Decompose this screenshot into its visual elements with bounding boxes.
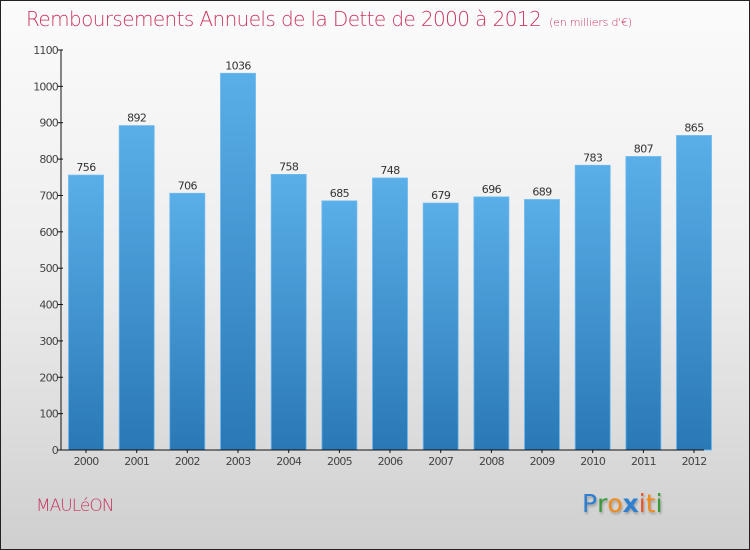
value-label-2002: 706 <box>178 179 198 192</box>
bar-2011 <box>625 156 662 451</box>
x-tick-label-2012: 2012 <box>682 455 707 468</box>
logo-letter-6: i <box>655 489 663 518</box>
bar-2002 <box>169 192 206 451</box>
y-tick-label-400: 400 <box>39 299 58 312</box>
value-label-2009: 689 <box>532 186 552 199</box>
x-tick-label-2009: 2009 <box>530 455 556 468</box>
axes-group: 2000 2001 2002 2003 2004 2005 2006 2007 2008 2009… <box>33 44 707 468</box>
chart-subtitle: (en milliers d'€) <box>549 16 632 29</box>
chart-title-text: Remboursements Annuels de la Dette de 20… <box>26 7 542 31</box>
bar-2009 <box>524 199 560 451</box>
logo-letter-3: x <box>622 489 639 518</box>
bar-2006 <box>372 177 408 451</box>
value-label-2000: 756 <box>76 161 96 174</box>
bar-2008 <box>473 196 510 451</box>
y-tick-label-100: 100 <box>39 408 58 421</box>
x-tick-label-2006: 2006 <box>378 455 404 468</box>
y-tick-label-300: 300 <box>39 335 58 348</box>
chart-title: Remboursements Annuels de la Dette de 20… <box>26 7 632 31</box>
x-tick-label-2002: 2002 <box>175 455 200 468</box>
value-label-2011: 807 <box>634 143 654 156</box>
value-label-2008: 696 <box>482 183 502 196</box>
x-tick-label-2000: 2000 <box>74 455 100 468</box>
x-tick-label-2008: 2008 <box>479 455 505 468</box>
value-label-2003: 1036 <box>225 59 251 72</box>
x-tick-label-2005: 2005 <box>327 455 353 468</box>
y-tick-label-800: 800 <box>39 153 58 166</box>
x-tick-label-2011: 2011 <box>631 455 656 468</box>
x-tick-label-2003: 2003 <box>226 455 252 468</box>
logo-letter-1: r <box>597 489 608 518</box>
bar-2010 <box>574 164 611 451</box>
value-label-2004: 758 <box>279 160 299 173</box>
bars-group: 756 892 706 1036 758 685 748 679 696 689 783 807 865 <box>68 59 712 451</box>
logo-letter-5: t <box>645 489 656 518</box>
value-label-2010: 783 <box>583 151 603 164</box>
bar-2012 <box>676 135 712 451</box>
y-tick-label-900: 900 <box>39 117 58 130</box>
x-tick-label-2010: 2010 <box>580 455 606 468</box>
logo-letter-4: i <box>638 489 646 518</box>
bar-2005 <box>321 200 358 451</box>
x-tick-label-2004: 2004 <box>276 455 302 468</box>
y-tick-label-1100: 1100 <box>33 44 59 57</box>
logo-letter-2: o <box>607 489 623 518</box>
value-label-2001: 892 <box>127 112 146 125</box>
value-label-2005: 685 <box>330 187 350 200</box>
y-tick-label-500: 500 <box>39 262 58 275</box>
bar-2000 <box>68 174 104 451</box>
value-label-2007: 679 <box>431 189 451 202</box>
city-name: MAULéON <box>36 496 114 516</box>
bar-2001 <box>118 125 155 451</box>
x-tick-label-2007: 2007 <box>428 455 454 468</box>
y-tick-label-0: 0 <box>52 444 59 457</box>
y-tick-label-1000: 1000 <box>33 80 59 93</box>
value-label-2012: 865 <box>684 122 704 135</box>
y-tick-label-600: 600 <box>39 226 58 239</box>
logo-letter-0: P <box>582 489 598 518</box>
bar-2003 <box>220 72 256 451</box>
x-tick-label-2001: 2001 <box>124 455 149 468</box>
proxiti-logo[interactable]: Proxiti <box>582 489 663 518</box>
value-label-2006: 748 <box>380 164 400 177</box>
y-tick-label-200: 200 <box>39 371 58 384</box>
bar-2004 <box>270 173 307 451</box>
bar-2007 <box>422 202 459 451</box>
y-tick-label-700: 700 <box>39 189 58 202</box>
